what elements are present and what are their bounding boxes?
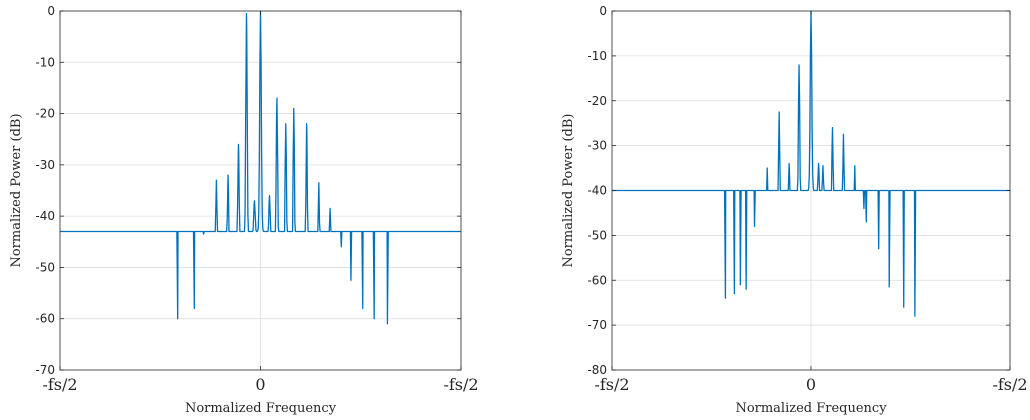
y-tick-label: -50 (35, 260, 55, 274)
x-axis-label: Normalized Frequency (735, 401, 887, 416)
y-tick-label: -60 (35, 312, 55, 326)
y-tick-label: -40 (35, 209, 55, 223)
y-axis-label: Normalized Power (dB) (9, 113, 24, 267)
y-tick-label: -60 (587, 273, 607, 287)
x-tick-label: 0 (255, 375, 265, 394)
y-tick-label: -10 (587, 49, 607, 63)
x-tick-label: -fs/2 (443, 375, 478, 394)
y-tick-label: -30 (35, 158, 55, 172)
y-tick-label: -30 (587, 139, 607, 153)
y-tick-label: -50 (587, 228, 607, 242)
y-tick-label: -80 (587, 363, 607, 377)
x-tick-label: -fs/2 (992, 375, 1027, 394)
x-tick-label: -fs/2 (594, 375, 629, 394)
left-chart-panel: 0-10-20-30-40-50-60-70-fs/2 0 -fs/2Normali… (9, 4, 479, 416)
right-chart-panel: 0-10-20-30-40-50-60-70-80-fs/2 0 -fs/2Norm… (561, 4, 1028, 416)
y-tick-label: 0 (599, 4, 607, 18)
y-tick-label: -70 (587, 318, 607, 332)
x-axis-label: Normalized Frequency (185, 401, 337, 416)
y-tick-label: -10 (35, 55, 55, 69)
y-axis-label: Normalized Power (dB) (561, 113, 576, 267)
x-tick-label: 0 (806, 375, 816, 394)
y-tick-label: 0 (47, 4, 55, 18)
y-tick-label: -70 (35, 363, 55, 377)
y-tick-label: -20 (35, 107, 55, 121)
x-tick-label: -fs/2 (42, 375, 77, 394)
y-tick-label: -20 (587, 94, 607, 108)
y-tick-label: -40 (587, 184, 607, 198)
